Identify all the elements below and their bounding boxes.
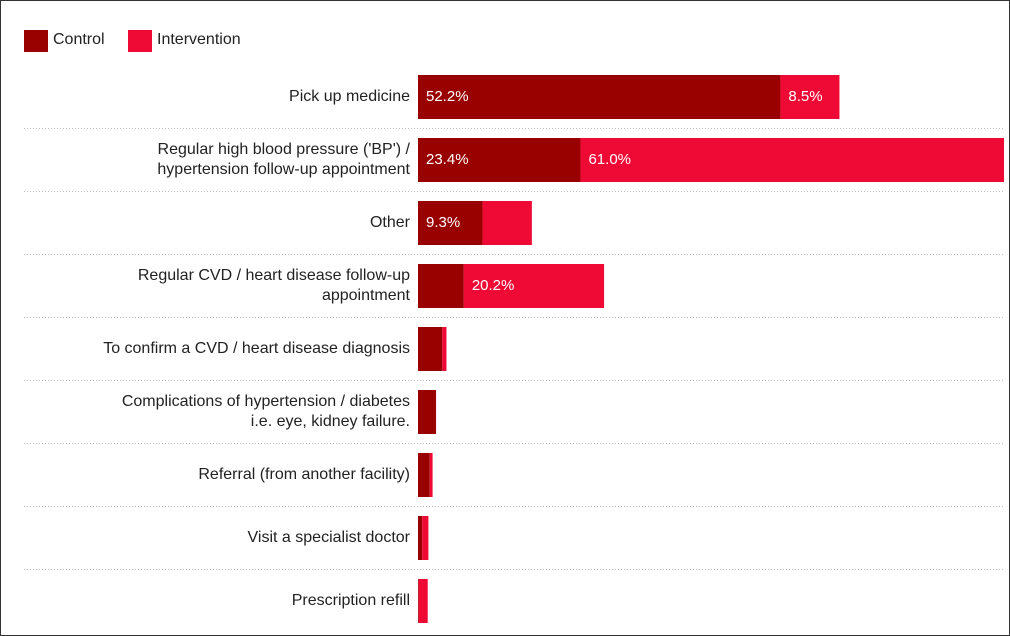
bar-segment bbox=[418, 327, 443, 371]
bar-segment bbox=[418, 75, 781, 119]
category-label: Pick up medicine bbox=[289, 88, 410, 105]
bar-segment bbox=[463, 264, 605, 308]
legend-label: Intervention bbox=[157, 31, 241, 48]
bar-segment bbox=[418, 579, 428, 623]
category-label: Regular CVD / heart disease follow-up ap… bbox=[137, 267, 410, 304]
legend-swatch bbox=[24, 30, 48, 52]
bar-segment bbox=[482, 201, 532, 245]
bar-segment bbox=[422, 516, 429, 560]
bar-segment bbox=[418, 264, 464, 308]
bar-segment bbox=[418, 516, 423, 560]
data-label: 9.3% bbox=[426, 214, 460, 231]
legend-label: Control bbox=[53, 31, 105, 48]
data-label: 61.0% bbox=[588, 151, 631, 168]
data-label: 20.2% bbox=[472, 277, 515, 294]
legend-swatch bbox=[128, 30, 152, 52]
category-label: Prescription refill bbox=[291, 592, 410, 609]
category-label: Visit a specialist doctor bbox=[247, 529, 410, 546]
category-label: Other bbox=[369, 214, 410, 231]
category-label: Complications of hypertension / diabetes… bbox=[121, 393, 410, 430]
bar-segment bbox=[418, 201, 483, 245]
category-label: Regular high blood pressure ('BP') / hyp… bbox=[157, 141, 410, 178]
bar-segment bbox=[442, 327, 447, 371]
bar-segment bbox=[780, 75, 840, 119]
bar-segment bbox=[418, 138, 581, 182]
bar-segment bbox=[429, 453, 433, 497]
data-label: 8.5% bbox=[788, 88, 822, 105]
bar-segment bbox=[580, 138, 1004, 182]
data-label: 23.4% bbox=[426, 151, 469, 168]
bar-segment bbox=[418, 579, 419, 623]
category-label: To confirm a CVD / heart disease diagnos… bbox=[103, 340, 410, 357]
bar-segment bbox=[418, 390, 437, 434]
category-label: Referral (from another facility) bbox=[198, 466, 410, 483]
bar-segment bbox=[418, 453, 430, 497]
data-label: 52.2% bbox=[426, 88, 469, 105]
